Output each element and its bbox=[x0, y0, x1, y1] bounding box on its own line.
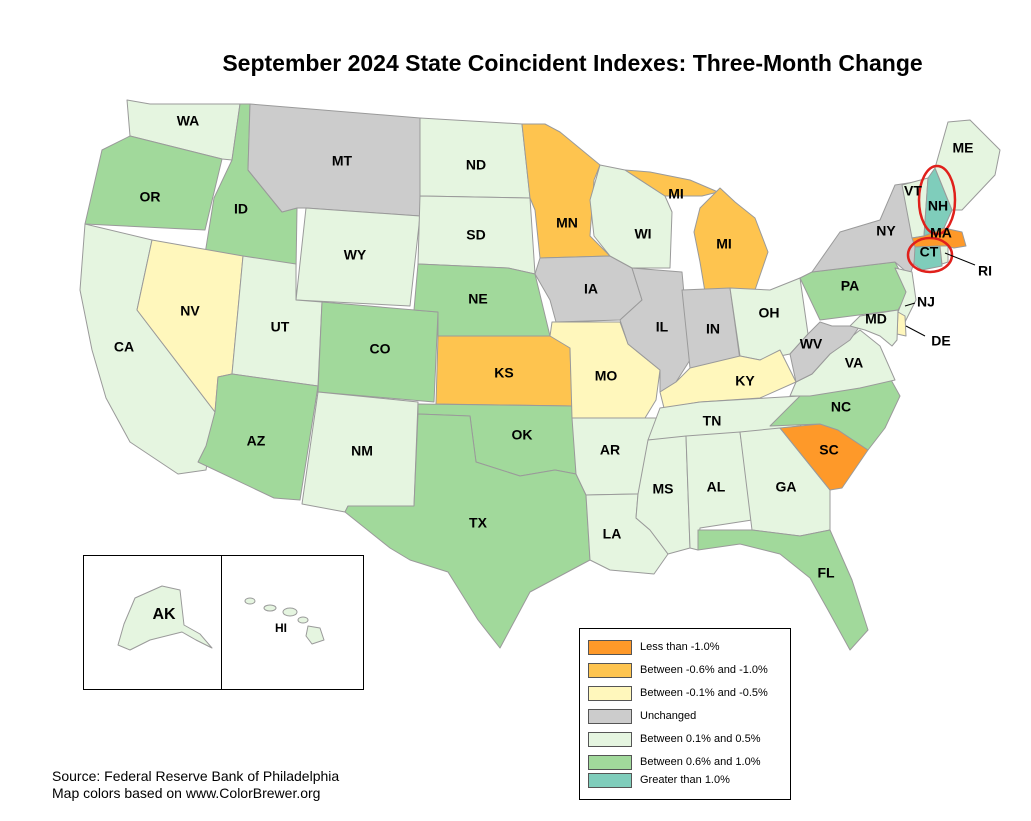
state-label-TX: TX bbox=[469, 515, 488, 531]
state-label-VT: VT bbox=[904, 183, 922, 199]
state-label-AK: AK bbox=[152, 606, 176, 623]
legend-label: Greater than 1.0% bbox=[640, 774, 730, 786]
state-label-SC: SC bbox=[819, 442, 838, 458]
map-title: September 2024 State Coincident Indexes:… bbox=[222, 50, 923, 76]
state-label-NM: NM bbox=[351, 443, 373, 459]
state-label-NH: NH bbox=[928, 198, 948, 214]
state-label-GA: GA bbox=[776, 479, 797, 495]
state-DE[interactable] bbox=[896, 311, 907, 337]
legend-item: Greater than 1.0% bbox=[588, 772, 730, 788]
state-label-KS: KS bbox=[494, 365, 513, 381]
legend-item: Less than -1.0% bbox=[588, 639, 720, 655]
state-label-WI: WI bbox=[634, 226, 651, 242]
state-label-ND: ND bbox=[466, 157, 486, 173]
state-NY[interactable] bbox=[811, 181, 919, 276]
inset-divider bbox=[221, 555, 222, 690]
legend-label: Between -0.1% and -0.5% bbox=[640, 687, 768, 699]
legend-swatch bbox=[588, 708, 632, 724]
state-MD[interactable] bbox=[849, 309, 899, 347]
state-WY[interactable] bbox=[295, 207, 421, 307]
nh-highlight-circle bbox=[917, 164, 957, 236]
state-label-WV: WV bbox=[800, 336, 823, 352]
state-label-HI: HI bbox=[275, 621, 287, 635]
state-CO[interactable] bbox=[317, 301, 439, 403]
state-WV[interactable] bbox=[789, 321, 861, 383]
state-label-OK: OK bbox=[512, 427, 533, 443]
source-line: Source: Federal Reserve Bank of Philadel… bbox=[52, 768, 340, 784]
legend-item: Between -0.1% and -0.5% bbox=[588, 685, 768, 701]
state-RI[interactable] bbox=[939, 245, 949, 265]
state-label-VA: VA bbox=[845, 355, 863, 371]
legend-item: Between 0.6% and 1.0% bbox=[588, 754, 760, 770]
state-label-LA: LA bbox=[603, 526, 622, 542]
ct-highlight-circle bbox=[906, 236, 954, 274]
state-label-MT: MT bbox=[332, 153, 353, 169]
state-CT[interactable] bbox=[913, 245, 943, 271]
legend-swatch bbox=[588, 772, 632, 788]
state-OR[interactable] bbox=[84, 135, 223, 231]
state-label-OH: OH bbox=[759, 305, 780, 321]
legend-label: Between -0.6% and -1.0% bbox=[640, 664, 768, 676]
legend-swatch bbox=[588, 754, 632, 770]
state-label-WA: WA bbox=[177, 113, 200, 129]
state-label-UT: UT bbox=[271, 319, 290, 335]
legend-item: Between 0.1% and 0.5% bbox=[588, 731, 760, 747]
state-label-TN: TN bbox=[703, 413, 722, 429]
legend-label: Between 0.6% and 1.0% bbox=[640, 756, 761, 768]
state-label-KY: KY bbox=[735, 373, 755, 389]
state-label-MS: MS bbox=[653, 481, 674, 497]
legend-item: Unchanged bbox=[588, 708, 696, 724]
state-label-RI: RI bbox=[978, 263, 992, 279]
state-HI-islands[interactable] bbox=[244, 597, 325, 645]
legend-swatch bbox=[588, 685, 632, 701]
legend-label: Less than -1.0% bbox=[640, 641, 720, 653]
state-TX[interactable] bbox=[344, 413, 591, 649]
state-label-NC: NC bbox=[831, 399, 851, 415]
state-label-MD: MD bbox=[865, 311, 887, 327]
legend-label: Between 0.1% and 0.5% bbox=[640, 733, 761, 745]
state-label-IN: IN bbox=[706, 321, 720, 337]
state-label-CT: CT bbox=[920, 244, 939, 260]
state-label-SD: SD bbox=[466, 227, 485, 243]
leader-lines bbox=[904, 252, 976, 337]
colorbrewer-line: Map colors based on www.ColorBrewer.org bbox=[52, 785, 321, 801]
state-MN[interactable] bbox=[521, 123, 611, 259]
state-label-AZ: AZ bbox=[247, 433, 266, 449]
legend: Less than -1.0% Between -0.6% and -1.0% … bbox=[579, 628, 791, 800]
state-label-WY: WY bbox=[344, 247, 367, 263]
state-label-NE: NE bbox=[468, 291, 487, 307]
state-label-MN: MN bbox=[556, 215, 578, 231]
state-label-CA: CA bbox=[114, 339, 134, 355]
legend-swatch bbox=[588, 662, 632, 678]
state-label-ME: ME bbox=[953, 140, 974, 156]
state-label-NV: NV bbox=[180, 303, 200, 319]
state-AZ[interactable] bbox=[197, 373, 319, 501]
state-label-FL: FL bbox=[817, 565, 835, 581]
state-label-IL: IL bbox=[656, 319, 669, 335]
source-note: Source: Federal Reserve Bank of Philadel… bbox=[52, 768, 339, 802]
state-label-PA: PA bbox=[841, 278, 859, 294]
state-label-MO: MO bbox=[595, 368, 618, 384]
state-FL[interactable] bbox=[697, 529, 869, 651]
alaska-hawaii-inset bbox=[83, 555, 364, 690]
state-label-MI-upper: MI bbox=[668, 186, 684, 202]
state-AK[interactable] bbox=[117, 585, 213, 651]
state-label-MA: MA bbox=[930, 225, 952, 241]
legend-swatch bbox=[588, 731, 632, 747]
legend-item: Between -0.6% and -1.0% bbox=[588, 662, 768, 678]
state-label-ID: ID bbox=[234, 201, 248, 217]
state-label-MI-lower: MI bbox=[716, 236, 732, 252]
state-label-AL: AL bbox=[707, 479, 726, 495]
legend-swatch bbox=[588, 639, 632, 655]
state-label-CO: CO bbox=[370, 341, 391, 357]
state-label-IA: IA bbox=[584, 281, 598, 297]
state-label-NY: NY bbox=[876, 223, 896, 239]
state-label-OR: OR bbox=[140, 189, 161, 205]
legend-label: Unchanged bbox=[640, 710, 697, 722]
state-label-NJ: NJ bbox=[917, 294, 935, 310]
state-label-AR: AR bbox=[600, 442, 620, 458]
state-label-DE: DE bbox=[931, 333, 950, 349]
